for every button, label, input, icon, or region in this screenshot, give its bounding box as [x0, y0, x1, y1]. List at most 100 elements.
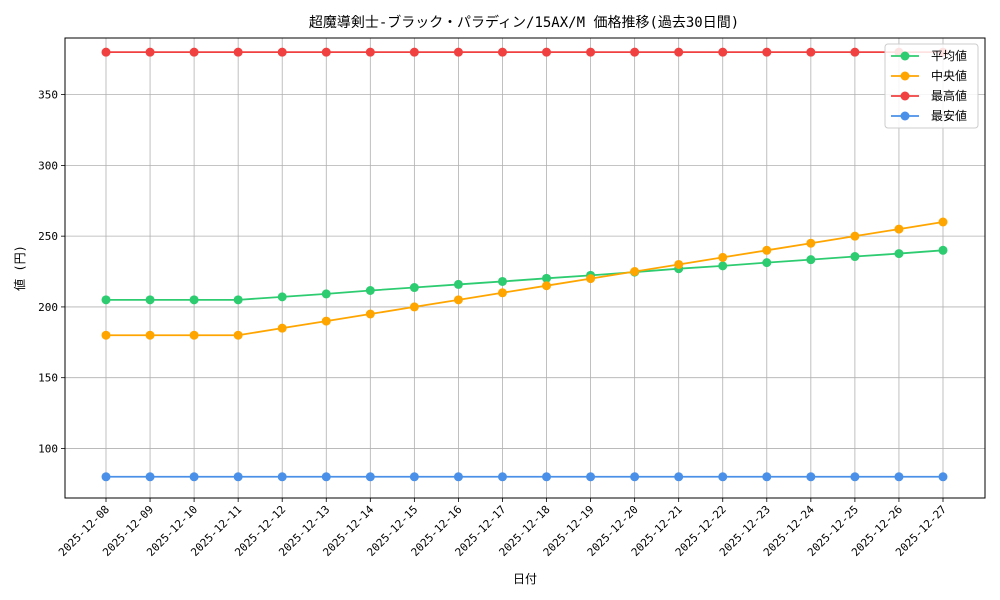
data-point	[277, 472, 287, 482]
data-point	[365, 47, 375, 57]
data-point	[542, 273, 552, 283]
data-point	[321, 316, 331, 326]
data-point	[630, 267, 640, 277]
y-tick-label: 350	[38, 89, 58, 102]
legend-swatch-marker	[900, 91, 910, 101]
data-point	[894, 224, 904, 234]
data-point	[453, 279, 463, 289]
data-point	[630, 47, 640, 57]
data-point	[101, 472, 111, 482]
data-point	[718, 252, 728, 262]
data-point	[718, 261, 728, 271]
data-point	[497, 276, 507, 286]
data-point	[277, 292, 287, 302]
data-point	[453, 47, 463, 57]
legend-label: 最安値	[931, 108, 967, 123]
data-point	[189, 330, 199, 340]
data-point	[542, 47, 552, 57]
data-point	[806, 47, 816, 57]
data-point	[277, 47, 287, 57]
data-point	[586, 47, 596, 57]
data-point	[762, 258, 772, 268]
legend-label: 最高値	[931, 88, 967, 103]
legend-label: 中央値	[931, 68, 967, 83]
data-point	[233, 472, 243, 482]
legend-label: 平均値	[931, 48, 967, 63]
data-point	[630, 472, 640, 482]
data-point	[409, 302, 419, 312]
data-point	[189, 47, 199, 57]
data-point	[453, 472, 463, 482]
data-point	[674, 47, 684, 57]
data-point	[497, 472, 507, 482]
data-point	[850, 231, 860, 241]
legend-swatch-marker	[900, 71, 910, 81]
data-point	[365, 286, 375, 296]
data-point	[762, 47, 772, 57]
data-point	[145, 330, 155, 340]
data-point	[542, 281, 552, 291]
data-point	[894, 249, 904, 259]
y-tick-label: 200	[38, 301, 58, 314]
data-point	[145, 295, 155, 305]
series-line	[106, 249, 944, 301]
data-point	[762, 472, 772, 482]
series-layer	[101, 47, 948, 482]
data-point	[762, 245, 772, 255]
data-point	[497, 47, 507, 57]
plot-frame	[64, 37, 986, 499]
data-point	[938, 245, 948, 255]
data-point	[497, 288, 507, 298]
data-point	[145, 472, 155, 482]
data-point	[850, 47, 860, 57]
data-point	[101, 295, 111, 305]
data-point	[365, 309, 375, 319]
data-point	[674, 259, 684, 269]
data-point	[586, 472, 596, 482]
data-point	[321, 472, 331, 482]
data-point	[365, 472, 375, 482]
data-point	[542, 472, 552, 482]
data-point	[938, 217, 948, 227]
y-tick-label: 250	[38, 230, 58, 243]
axis-layer: 2025-12-082025-12-092025-12-102025-12-11…	[38, 89, 949, 559]
data-point	[718, 47, 728, 57]
y-tick-label: 300	[38, 159, 58, 172]
data-point	[189, 295, 199, 305]
data-point	[806, 255, 816, 265]
data-point	[806, 238, 816, 248]
legend-box	[884, 43, 979, 129]
data-point	[233, 295, 243, 305]
data-point	[189, 472, 199, 482]
data-point	[145, 47, 155, 57]
legend-swatch-marker	[900, 51, 910, 61]
x-axis-label: 日付	[513, 572, 537, 586]
data-point	[233, 330, 243, 340]
data-point	[409, 47, 419, 57]
grid-layer	[65, 38, 985, 498]
data-point	[850, 252, 860, 262]
data-point	[674, 472, 684, 482]
data-point	[586, 274, 596, 284]
series-line	[106, 221, 944, 337]
data-point	[233, 47, 243, 57]
data-point	[806, 472, 816, 482]
legend-swatch-marker	[900, 111, 910, 121]
data-point	[453, 295, 463, 305]
data-point	[718, 472, 728, 482]
data-point	[321, 289, 331, 299]
y-tick-label: 100	[38, 442, 58, 455]
data-point	[938, 472, 948, 482]
data-point	[101, 47, 111, 57]
data-point	[101, 330, 111, 340]
data-point	[894, 472, 904, 482]
data-point	[321, 47, 331, 57]
data-point	[277, 323, 287, 333]
chart-title: 超魔導剣士-ブラック・パラディン/15AX/M 価格推移(過去30日間)	[309, 14, 739, 31]
y-tick-label: 150	[38, 372, 58, 385]
y-axis-label: 値 (円)	[12, 245, 27, 291]
data-point	[409, 283, 419, 293]
